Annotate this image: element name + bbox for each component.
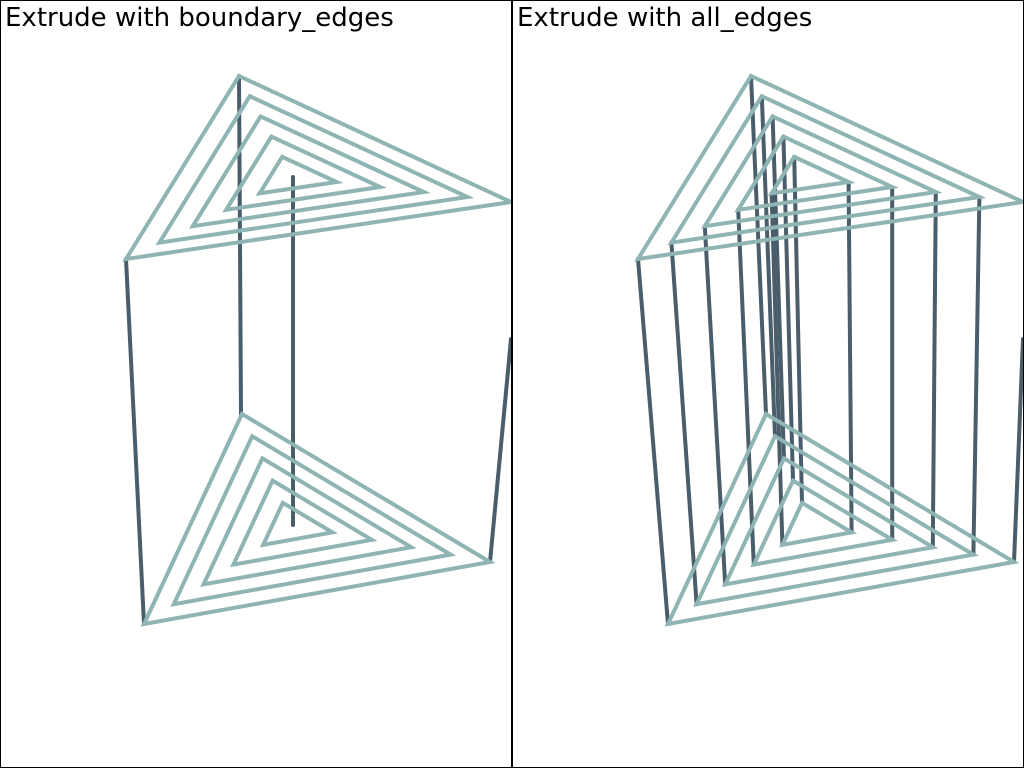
extruded-edge xyxy=(669,240,699,607)
triangle-outline xyxy=(222,134,388,213)
extruded-edge xyxy=(769,191,785,547)
extruded-edge xyxy=(736,207,756,567)
extruded-edge xyxy=(770,114,786,461)
extruded-edge xyxy=(846,180,854,535)
extruded-edge xyxy=(237,74,243,416)
extruded-edge xyxy=(636,257,670,626)
triangle-outline xyxy=(734,134,900,213)
triangle-outline xyxy=(634,73,1023,262)
extruded-edge xyxy=(759,94,777,439)
triangle-outline xyxy=(778,499,858,548)
triangle-outline xyxy=(259,499,339,548)
all-edges-render xyxy=(634,73,1023,627)
viewport-title: Extrude with all_edges xyxy=(517,3,813,33)
triangle-outline xyxy=(122,73,511,262)
triangle-outline xyxy=(664,411,1020,627)
top-triangle-mesh xyxy=(634,73,1023,262)
viewport-title: Extrude with boundary_edges xyxy=(5,3,394,33)
triangle-outline xyxy=(767,154,856,197)
triangle-outline xyxy=(255,154,344,197)
boundary-edges-render xyxy=(122,73,511,627)
triangle-outline xyxy=(693,433,980,607)
extruded-edge xyxy=(930,190,938,550)
bottom-triangle-mesh xyxy=(664,411,1020,627)
extruded-edge xyxy=(124,257,146,626)
triangle-outline xyxy=(721,455,939,588)
triangle-outline xyxy=(200,455,417,588)
extruded-edge xyxy=(749,74,768,416)
top-triangle-mesh xyxy=(122,73,511,262)
viewport-boundary-edges[interactable]: Extrude with boundary_edges xyxy=(0,0,512,768)
triangle-outline xyxy=(667,93,987,246)
triangle-outline xyxy=(188,113,431,229)
extruded-edge xyxy=(488,337,511,564)
triangle-outline xyxy=(229,477,378,568)
bottom-triangle-mesh xyxy=(140,411,496,627)
triangle-outline xyxy=(155,93,475,246)
extruded-edge xyxy=(1012,337,1023,564)
extruded-edge xyxy=(971,195,982,557)
triangle-outline xyxy=(170,433,457,607)
triangle-outline xyxy=(700,113,943,229)
viewport-all-edges[interactable]: Extrude with all_edges xyxy=(512,0,1024,768)
triangle-outline xyxy=(750,477,898,568)
extruded-edge xyxy=(781,134,795,483)
extruded-edge xyxy=(702,224,728,587)
triangle-outline xyxy=(140,411,496,627)
